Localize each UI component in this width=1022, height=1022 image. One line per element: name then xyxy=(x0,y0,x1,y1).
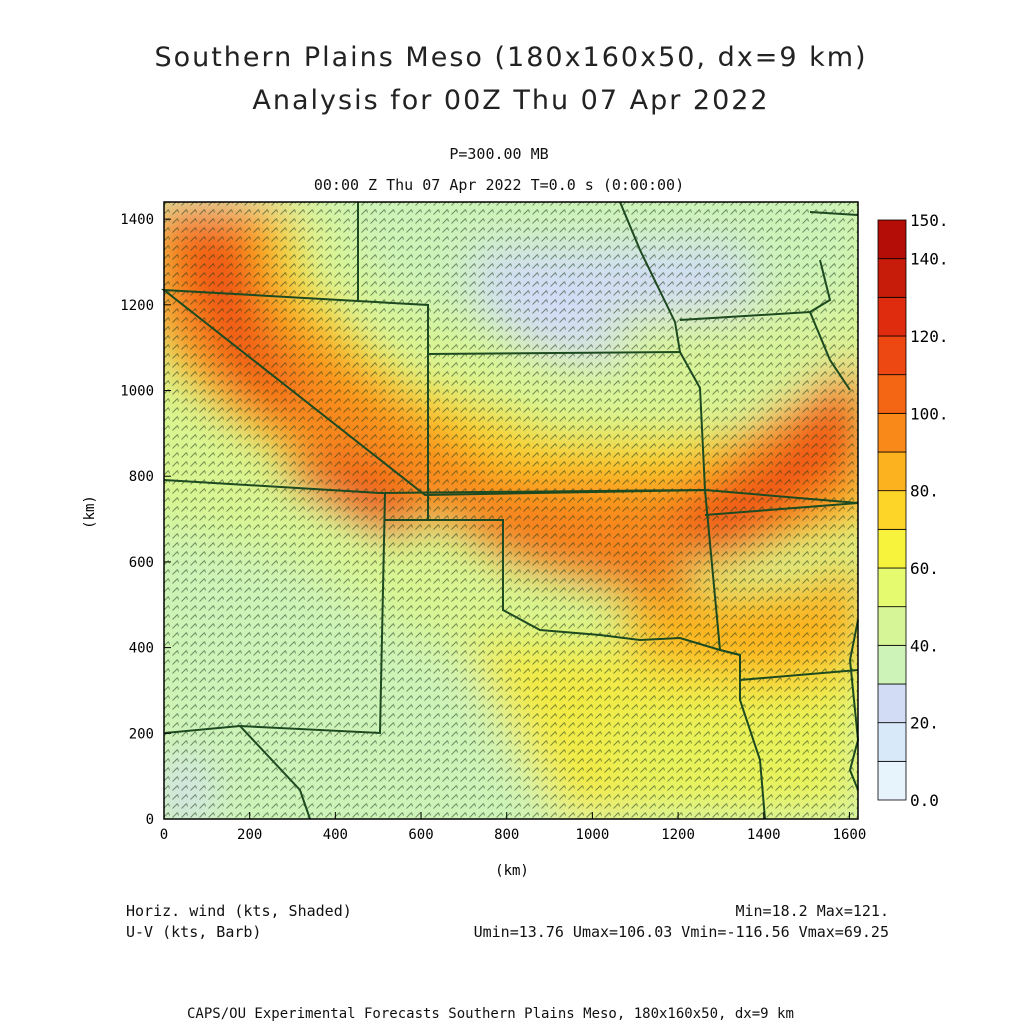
y-tick-label: 1000 xyxy=(120,384,154,400)
colorbar-bin xyxy=(877,644,907,685)
missouri-river xyxy=(619,201,681,353)
oklahoma-texas-border xyxy=(385,519,741,656)
min-max-stats: Min=18.2 Max=121. xyxy=(735,902,889,920)
y-tick-label: 1400 xyxy=(120,212,154,228)
state-borders xyxy=(160,201,860,820)
y-tick-label: 400 xyxy=(129,641,154,657)
colorbar-bin xyxy=(877,606,907,646)
shaded-field xyxy=(164,202,858,819)
y-tick-label: 1200 xyxy=(120,298,154,314)
mississippi-river xyxy=(809,211,859,313)
colorbar-label: 80. xyxy=(910,482,939,501)
colorbar-label: 40. xyxy=(910,636,939,655)
x-tick-label: 1600 xyxy=(833,827,867,843)
x-tick-label: 1400 xyxy=(747,827,781,843)
uv-stats: Umin=13.76 Umax=106.03 Vmin=-116.56 Vmax… xyxy=(473,923,889,941)
pressure-level: P=300.00 MB xyxy=(449,145,549,163)
chart-subtitle: Analysis for 00Z Thu 07 Apr 2022 xyxy=(252,85,770,116)
x-axis: 0 200 400 600 800 1000 1200 1400 1600 xyxy=(160,812,867,843)
colorbar-label: 60. xyxy=(910,559,939,578)
colorbar-label: 150. xyxy=(910,211,949,230)
barb-variable-label: U-V (kts, Barb) xyxy=(126,923,262,941)
x-tick-label: 400 xyxy=(323,827,348,843)
y-axis: 0 200 400 600 800 1000 1200 1400 xyxy=(120,212,171,828)
y-tick-label: 600 xyxy=(129,555,154,571)
shaded-variable-label: Horiz. wind (kts, Shaded) xyxy=(126,902,352,920)
colorbar-label: 100. xyxy=(910,404,949,423)
colorbar-bin xyxy=(877,490,907,530)
credit-footer: CAPS/OU Experimental Forecasts Southern … xyxy=(187,1006,794,1022)
arkansas-louisiana-border xyxy=(739,669,859,681)
colorbar-label: 20. xyxy=(910,714,939,733)
x-tick-label: 200 xyxy=(237,827,262,843)
missouri-arkansas-border xyxy=(704,502,859,516)
colorbar-bin xyxy=(877,258,907,298)
y-tick-label: 800 xyxy=(129,469,154,485)
colorbar-bin xyxy=(877,760,907,801)
y-tick-label: 0 xyxy=(146,812,154,828)
texas-mexico-border xyxy=(239,725,311,820)
x-tick-label: 800 xyxy=(494,827,519,843)
new-mexico-border xyxy=(164,492,386,735)
colorbar-bin xyxy=(877,451,907,492)
colorbar-label: 0.0 xyxy=(910,791,939,810)
plot-frame xyxy=(163,201,859,820)
colorbar-label: 140. xyxy=(910,250,949,269)
x-tick-label: 1000 xyxy=(576,827,610,843)
x-tick-label: 600 xyxy=(408,827,433,843)
colorbar-bin xyxy=(877,296,907,337)
valid-time: 00:00 Z Thu 07 Apr 2022 T=0.0 s (0:00:00… xyxy=(313,176,685,194)
colorbar-label: 120. xyxy=(910,327,949,346)
ar-ok-tx-border xyxy=(704,489,766,820)
y-axis-label: (km) xyxy=(82,495,98,529)
colorbar-bin xyxy=(877,219,907,260)
x-axis-label: (km) xyxy=(495,863,529,879)
colorbar-bin xyxy=(877,412,907,453)
colorbar-bin xyxy=(877,335,907,376)
colorbar-bin xyxy=(877,722,907,762)
colorbar-bin xyxy=(877,528,907,569)
chart-title: Southern Plains Meso (180x160x50, dx=9 k… xyxy=(154,42,868,73)
colorbar: 0.0 20. 40. 60. 80. 100. 120. 140. 150. xyxy=(877,211,949,810)
colorbar-bin xyxy=(877,374,907,414)
x-tick-label: 0 xyxy=(160,827,168,843)
x-tick-label: 1200 xyxy=(661,827,695,843)
colorbar-bin xyxy=(877,683,907,724)
ks-ok-border xyxy=(163,479,859,504)
y-tick-label: 200 xyxy=(129,726,154,742)
iowa-missouri-border xyxy=(679,310,851,391)
colorbar-bin xyxy=(877,567,907,608)
